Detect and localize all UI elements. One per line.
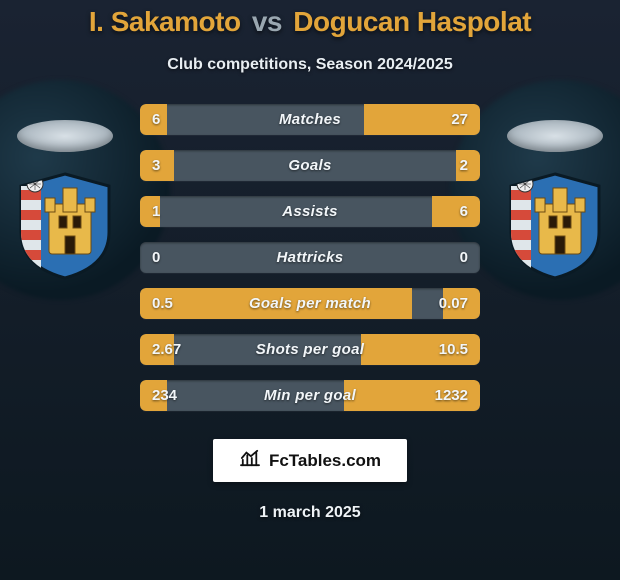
- stat-row: 234Min per goal1232: [140, 380, 480, 411]
- date-text: 1 march 2025: [259, 504, 360, 522]
- stat-row: 0.5Goals per match0.07: [140, 288, 480, 319]
- player1-silhouette: [17, 120, 113, 152]
- stat-row: 3Goals2: [140, 150, 480, 181]
- stat-label: Goals per match: [200, 295, 420, 312]
- stat-value-left: 234: [140, 387, 200, 404]
- stat-label: Assists: [200, 203, 420, 220]
- stat-value-left: 6: [140, 111, 200, 128]
- stat-label: Shots per goal: [200, 341, 420, 358]
- player2-column: [500, 120, 610, 280]
- player1-column: [10, 120, 120, 280]
- stats-table: 6Matches273Goals21Assists60Hattricks00.5…: [140, 104, 480, 411]
- player2-crest: [505, 170, 605, 280]
- subtitle: Club competitions, Season 2024/2025: [167, 56, 452, 74]
- stat-row: 2.67Shots per goal10.5: [140, 334, 480, 365]
- stat-value-left: 0: [140, 249, 200, 266]
- stat-value-right: 2: [420, 157, 480, 174]
- stat-value-left: 3: [140, 157, 200, 174]
- comparison-card: I. Sakamoto vs Dogucan Haspolat Club com…: [0, 0, 620, 580]
- stat-row: 6Matches27: [140, 104, 480, 135]
- stat-value-right: 1232: [420, 387, 480, 404]
- stat-value-right: 10.5: [420, 341, 480, 358]
- stat-value-right: 27: [420, 111, 480, 128]
- stat-value-right: 6: [420, 203, 480, 220]
- stat-value-left: 1: [140, 203, 200, 220]
- player2-name: Dogucan Haspolat: [293, 6, 531, 37]
- brand-text: FcTables.com: [269, 451, 381, 471]
- stat-value-right: 0: [420, 249, 480, 266]
- stat-row: 0Hattricks0: [140, 242, 480, 273]
- stat-value-left: 2.67: [140, 341, 200, 358]
- stat-label: Min per goal: [200, 387, 420, 404]
- player1-crest: [15, 170, 115, 280]
- stat-label: Matches: [200, 111, 420, 128]
- stat-value-left: 0.5: [140, 295, 200, 312]
- player1-name: I. Sakamoto: [89, 6, 241, 37]
- stat-label: Hattricks: [200, 249, 420, 266]
- stat-value-right: 0.07: [420, 295, 480, 312]
- stat-row: 1Assists6: [140, 196, 480, 227]
- brand-box: FcTables.com: [213, 439, 407, 482]
- page-title: I. Sakamoto vs Dogucan Haspolat: [89, 6, 531, 38]
- stat-label: Goals: [200, 157, 420, 174]
- vs-text: vs: [252, 6, 282, 37]
- brand-chart-icon: [239, 449, 261, 472]
- player2-silhouette: [507, 120, 603, 152]
